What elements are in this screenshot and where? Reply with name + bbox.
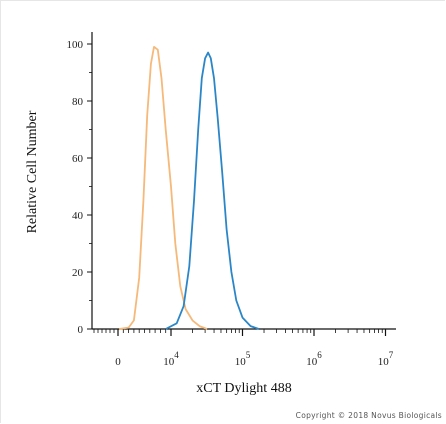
x-axis-title: xCT Dylight 488 — [196, 381, 291, 396]
histogram-series-1 — [118, 46, 208, 330]
y-tick-label: 40 — [72, 210, 84, 222]
x-tick-label: 107 — [378, 350, 394, 368]
copyright-notice: Copyright © 2018 Novus Biologicals — [295, 411, 442, 420]
x-tick-label: 104 — [163, 350, 179, 368]
x-tick-label: 0 — [115, 356, 121, 368]
histogram-series-2 — [165, 51, 260, 330]
y-tick-label: 60 — [72, 153, 84, 165]
x-tick-label: 105 — [235, 350, 251, 368]
y-tick-label: 100 — [67, 39, 84, 51]
y-tick-label: 80 — [72, 96, 84, 108]
y-axis-title: Relative Cell Number — [25, 110, 40, 233]
y-tick-label: 20 — [72, 267, 84, 279]
axes: 0 20 40 60 80 100 0 104 105 106 107 — [67, 32, 396, 368]
series-layer — [118, 46, 260, 330]
x-tick-label: 106 — [306, 350, 322, 368]
y-tick-label: 0 — [78, 324, 84, 336]
